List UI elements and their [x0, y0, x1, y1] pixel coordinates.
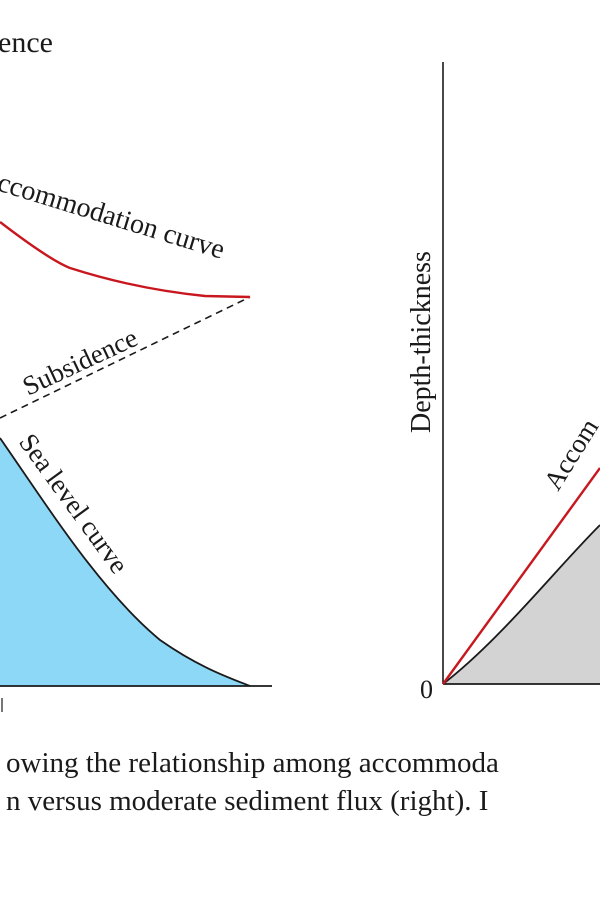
- left-panel-title: ence: [0, 26, 53, 59]
- left-panel: ence ccommodation curve Subsidence Sea l…: [0, 26, 272, 712]
- caption-line-2: n versus moderate sediment flux (right).…: [6, 785, 489, 817]
- y-axis-label: Depth-thickness: [406, 251, 437, 433]
- sea-level-area: [0, 438, 250, 686]
- sea-level-curve: [0, 437, 251, 687]
- accommodation-curve: [0, 221, 251, 299]
- right-panel: Depth-thickness 0 Accom: [406, 62, 600, 704]
- subsidence-line: [0, 296, 251, 419]
- origin-label: 0: [420, 675, 433, 704]
- sediment-curve: [442, 524, 600, 685]
- accommodation-curve-label: ccommodation curve: [0, 167, 228, 266]
- subsidence-label: Subsidence: [18, 322, 142, 401]
- right-accommodation-line: [442, 467, 600, 685]
- sediment-area: [443, 525, 600, 684]
- caption-line-1: owing the relationship among accommoda: [6, 747, 499, 779]
